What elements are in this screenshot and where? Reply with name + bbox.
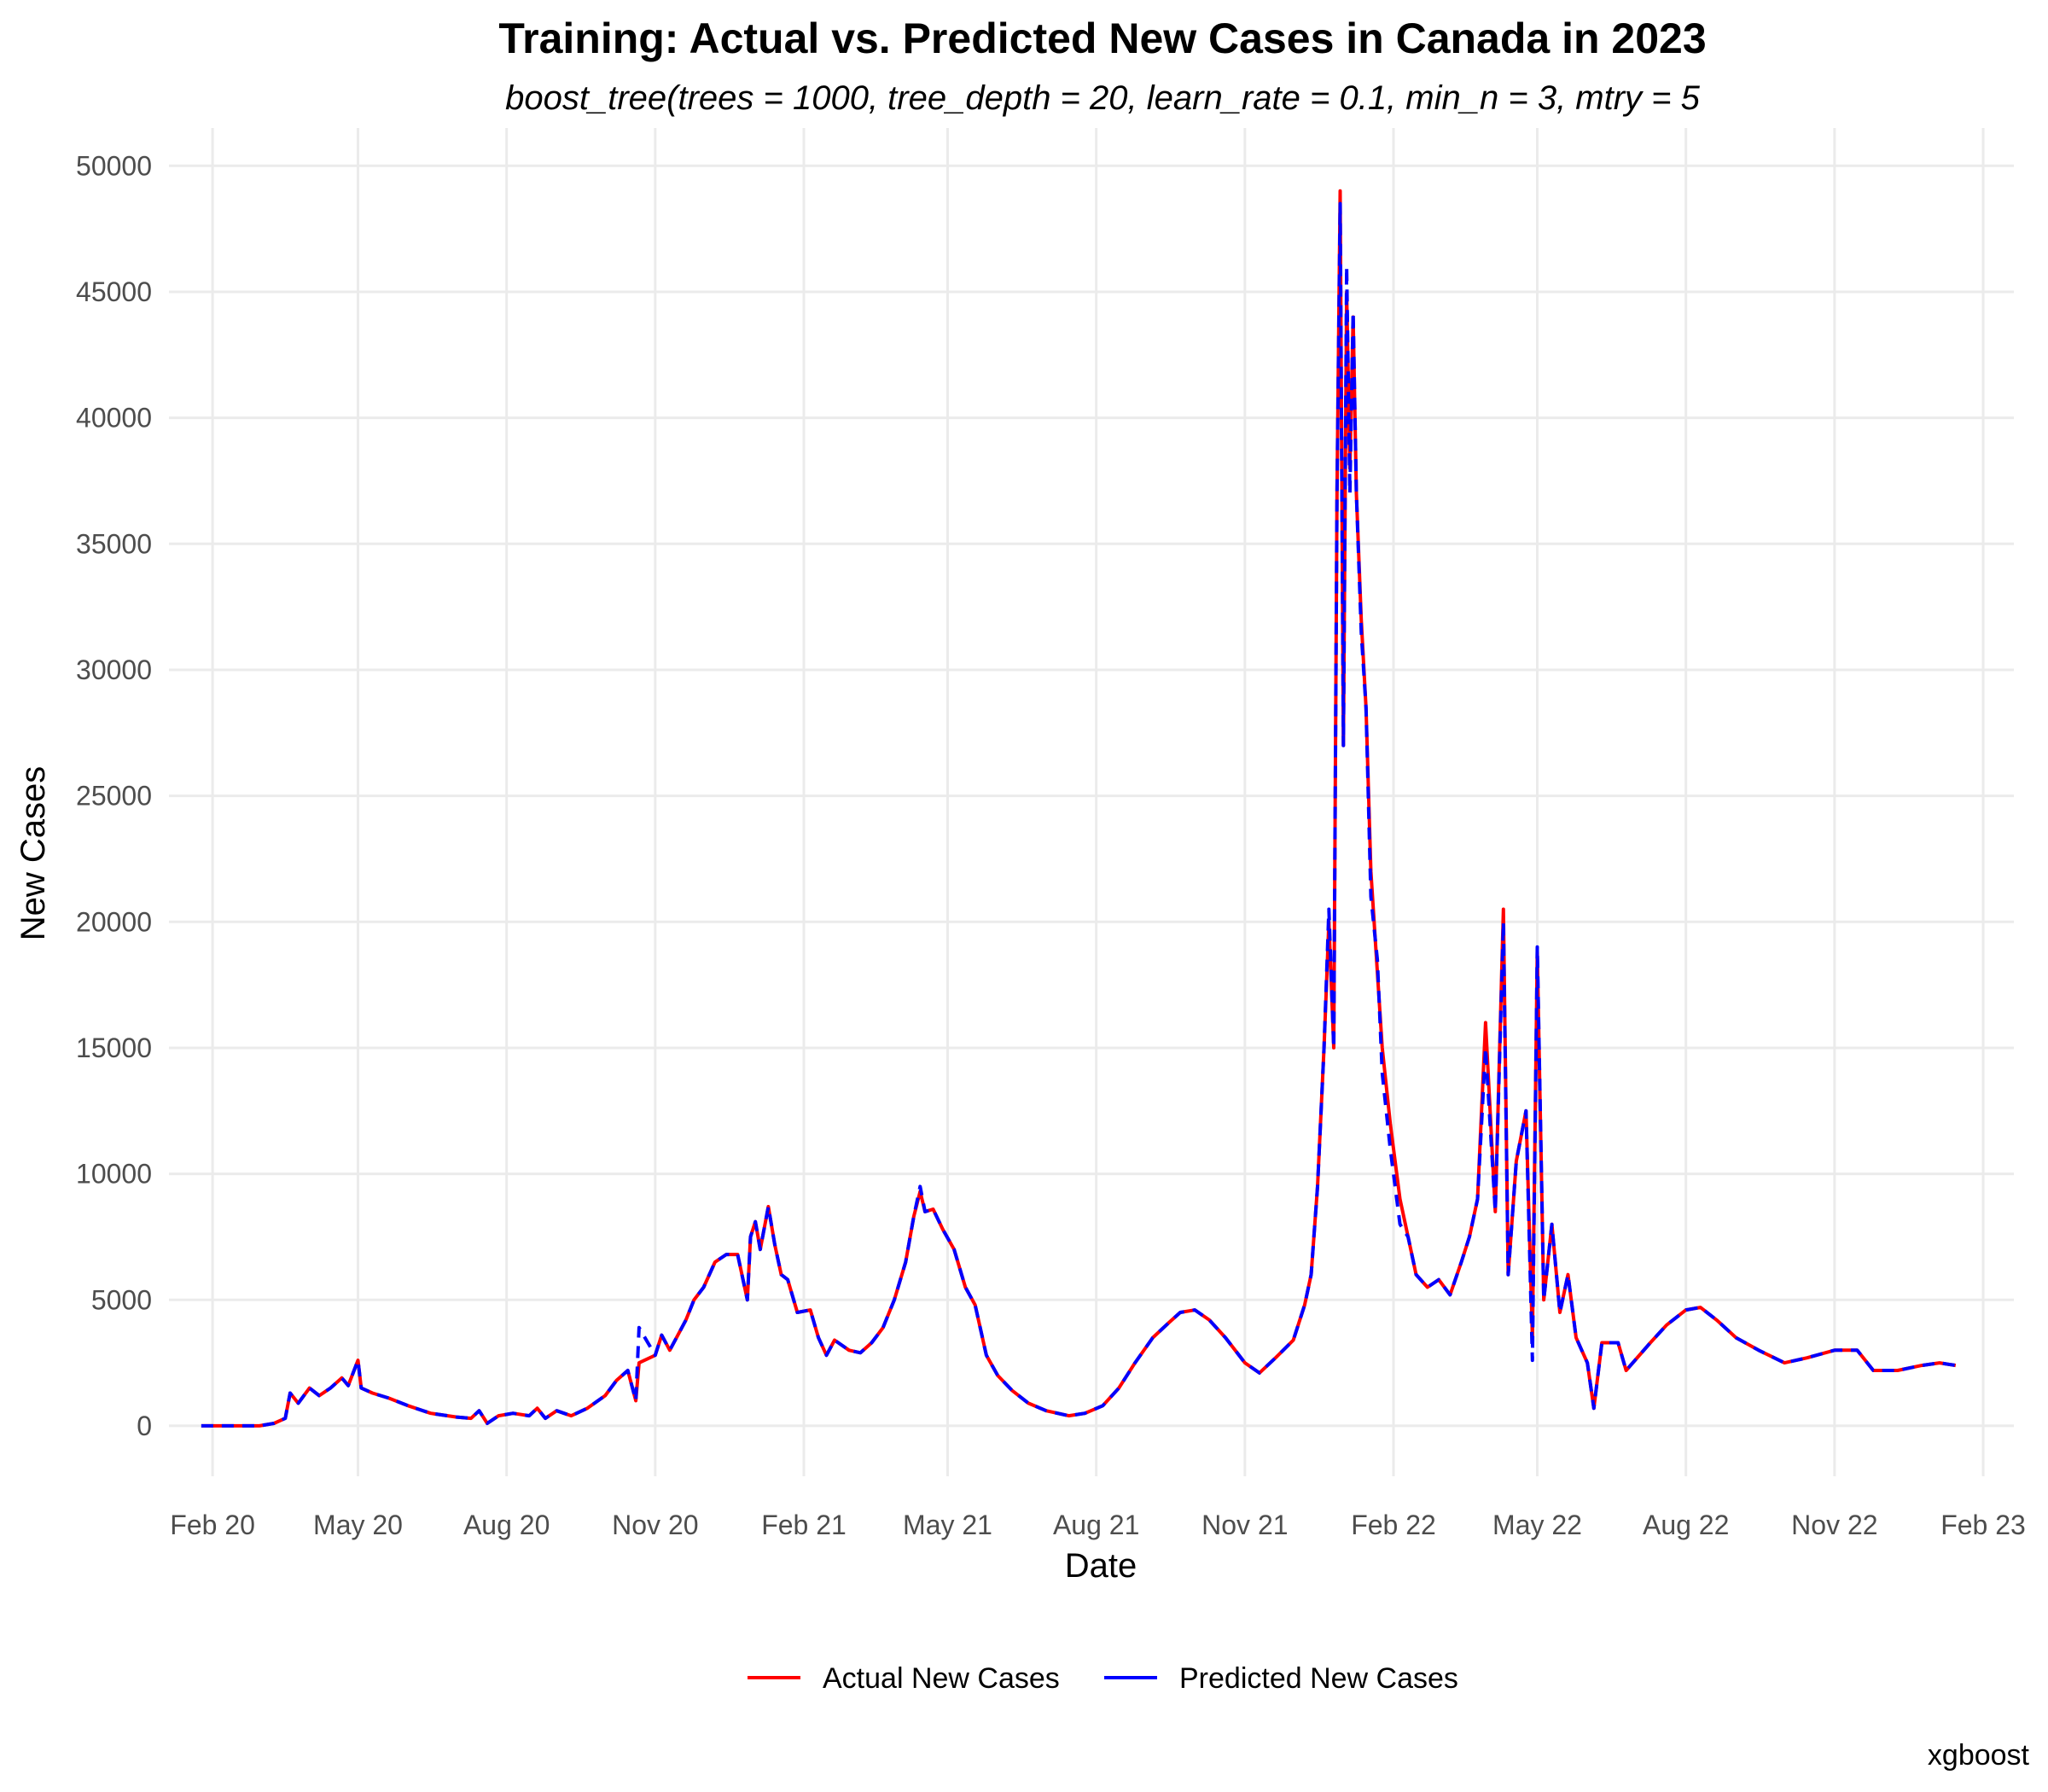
legend-label-actual: Actual New Cases <box>823 1662 1060 1695</box>
series-line-predicted <box>201 201 1957 1428</box>
caption: xgboost <box>1928 1739 2030 1772</box>
x-axis: Feb 20 May 20 Aug 20 Nov 20 Feb 21 May 21 Aug … <box>170 1510 2026 1540</box>
y-axis-title: New Cases <box>15 766 52 941</box>
chart-subtitle: boost_tree(trees = 1000, tree_depth = 20… <box>505 79 1701 117</box>
x-tick-label: Feb 20 <box>170 1510 255 1540</box>
y-tick-label: 25000 <box>76 781 152 812</box>
y-tick-label: 20000 <box>76 906 152 937</box>
y-tick-label: 15000 <box>76 1033 152 1063</box>
y-tick-label: 10000 <box>76 1159 152 1190</box>
x-tick-label: May 21 <box>903 1510 992 1540</box>
x-tick-label: May 20 <box>313 1510 403 1540</box>
legend-label-predicted: Predicted New Cases <box>1179 1662 1458 1695</box>
x-tick-label: May 22 <box>1492 1510 1582 1540</box>
y-tick-label: 5000 <box>91 1284 152 1315</box>
x-tick-label: Feb 22 <box>1351 1510 1436 1540</box>
y-tick-label: 50000 <box>76 150 152 181</box>
x-tick-label: Aug 20 <box>463 1510 550 1540</box>
x-tick-label: Nov 20 <box>612 1510 698 1540</box>
y-tick-label: 45000 <box>76 276 152 307</box>
x-tick-label: Nov 21 <box>1201 1510 1288 1540</box>
y-tick-label: 30000 <box>76 655 152 685</box>
x-tick-label: Feb 23 <box>1940 1510 2026 1540</box>
y-tick-label: 35000 <box>76 528 152 559</box>
x-axis-title: Date <box>1065 1547 1137 1585</box>
x-tick-label: Feb 21 <box>761 1510 847 1540</box>
x-tick-label: Nov 22 <box>1791 1510 1877 1540</box>
x-tick-label: Aug 21 <box>1053 1510 1139 1540</box>
legend: Actual New Cases Predicted New Cases <box>748 1662 1458 1695</box>
series-line-actual <box>201 189 1957 1428</box>
x-tick-label: Aug 22 <box>1643 1510 1729 1540</box>
y-tick-label: 0 <box>137 1411 152 1441</box>
y-tick-label: 40000 <box>76 403 152 433</box>
chart-title: Training: Actual vs. Predicted New Cases… <box>498 15 1706 62</box>
series-layer <box>201 189 1957 1428</box>
y-axis: 0 5000 10000 15000 20000 25000 30000 35000 40000… <box>76 150 152 1441</box>
grid <box>169 128 2014 1476</box>
